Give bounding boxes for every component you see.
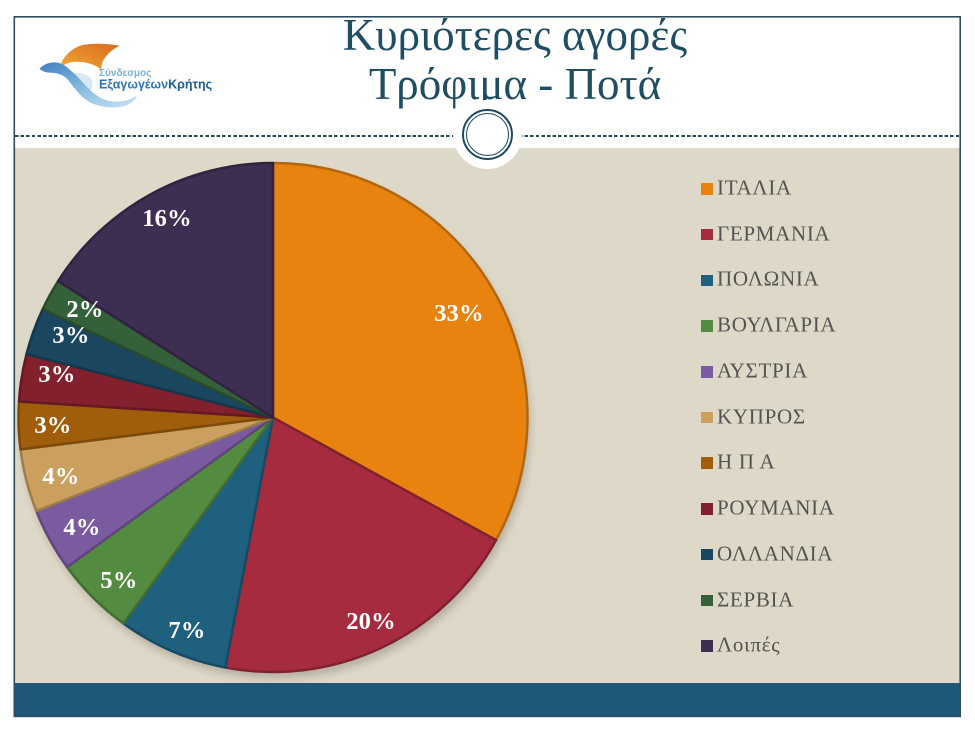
svg-text:Σύνδεσμος: Σύνδεσμος [99,68,151,79]
svg-text:ΕξαγωγέωνΚρήτης: ΕξαγωγέωνΚρήτης [99,78,212,92]
